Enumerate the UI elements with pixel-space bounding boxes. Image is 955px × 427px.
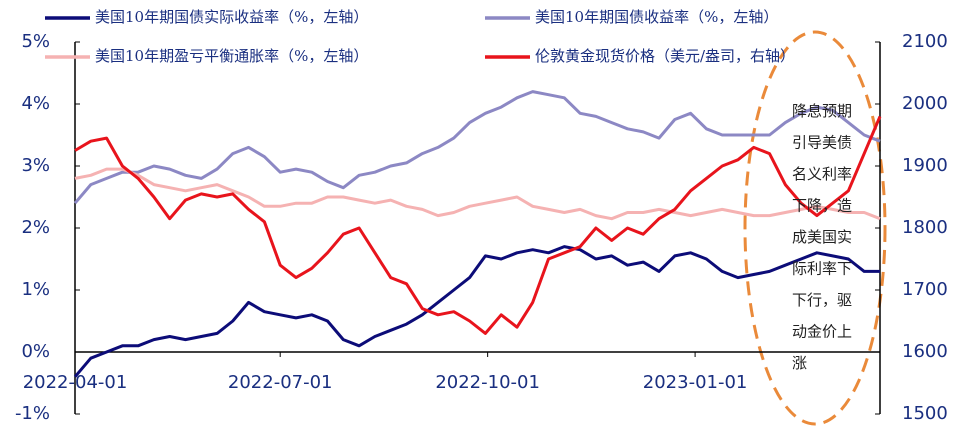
annotation-text: 动金价上 (792, 323, 852, 341)
y2-tick-label: 2100 (902, 31, 948, 52)
annotation-text: 下行，驱 (792, 291, 852, 309)
annotation-text: 成美国实 (792, 228, 852, 246)
legend-label: 美国10年期国债收益率（%，左轴） (535, 8, 778, 26)
annotation-text: 涨 (792, 354, 807, 372)
highlight-ellipse (743, 30, 887, 426)
annotation-text: 引导美债 (792, 134, 852, 152)
y-tick-label: -1% (15, 403, 50, 424)
series-line (74, 115, 882, 335)
x-tick-label: 2022-04-01 (23, 372, 128, 393)
series-line (73, 90, 881, 205)
y-tick-label: 0% (21, 341, 50, 362)
legend-label: 伦敦黄金现货价格（美元/盎司，右轴） (535, 47, 795, 65)
annotation-text: 下降，造 (792, 197, 852, 215)
y-tick-label: 1% (21, 279, 50, 300)
annotation-text: 降息预期 (792, 102, 852, 120)
y-tick-label: 3% (21, 155, 50, 176)
y2-tick-label: 1800 (902, 217, 948, 238)
series-line (74, 167, 881, 221)
y2-tick-label: 1900 (902, 155, 948, 176)
legend-label: 美国10年期盈亏平衡通胀率（%，左轴） (95, 47, 368, 65)
y-tick-label: 4% (21, 93, 50, 114)
x-tick-label: 2023-01-01 (643, 372, 748, 393)
y-tick-label: 5% (21, 31, 50, 52)
series-line (73, 245, 880, 378)
annotation-text: 名义利率 (792, 165, 852, 183)
annotation-text: 际利率下 (792, 260, 852, 278)
x-tick-label: 2022-10-01 (435, 372, 540, 393)
y2-tick-label: 1700 (902, 279, 948, 300)
y2-tick-label: 1600 (902, 341, 948, 362)
y2-tick-label: 2000 (902, 93, 948, 114)
y-tick-label: 2% (21, 217, 50, 238)
x-tick-label: 2022-07-01 (228, 372, 333, 393)
y2-tick-label: 1500 (902, 403, 948, 424)
legend-label: 美国10年期国债实际收益率（%，左轴） (95, 8, 368, 26)
